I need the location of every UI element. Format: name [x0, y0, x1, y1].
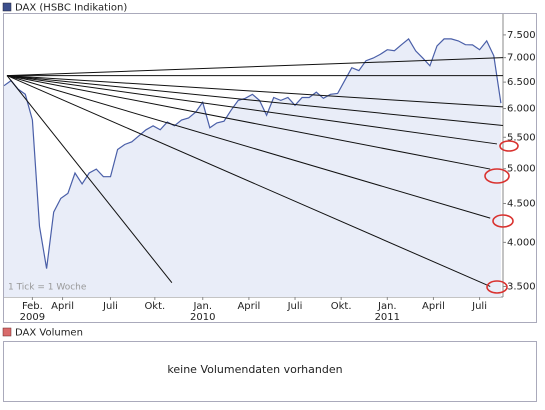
trendline [6, 75, 498, 145]
y-tick-label: 4.000 [507, 237, 536, 248]
volume-title: DAX Volumen [15, 328, 83, 339]
trendline [6, 75, 491, 287]
x-tick-label: Jan. [377, 301, 397, 312]
y-tick-label: 5.500 [507, 132, 536, 143]
trendline [6, 75, 504, 126]
y-tick-label: 6.000 [507, 104, 536, 115]
legend-label: DAX (HSBC Indikation) [15, 3, 127, 14]
trendline [6, 75, 491, 219]
y-tick-label: 4.500 [507, 199, 536, 210]
trendline [6, 75, 491, 170]
year-label: 2009 [20, 312, 45, 323]
volume-frame [3, 341, 537, 402]
x-tick-label: Juli [287, 301, 303, 312]
note: 1 Tick = 1 Woche [8, 283, 87, 293]
x-tick-label: April [51, 301, 74, 312]
x-tick-label: Juli [102, 301, 118, 312]
trendline [6, 75, 504, 108]
red-circle [484, 168, 510, 184]
x-tick-label: April [237, 301, 260, 312]
volume-message: keine Volumendaten vorhanden [167, 363, 342, 376]
trendline [6, 75, 173, 284]
x-tick-label: April [422, 301, 445, 312]
year-label: 2011 [375, 312, 400, 323]
area [4, 38, 501, 298]
annotation-circles [484, 140, 519, 294]
plot-area: 3.500 4.000 4.500 5.000 5.500 6.000 6.500 7.000… [3, 14, 536, 323]
chart-frame [3, 13, 537, 323]
y-tick-label: 7.000 [507, 53, 536, 64]
red-circle [499, 140, 519, 152]
red-circle [492, 214, 514, 228]
x-tick-label: Feb. [22, 301, 43, 312]
y-tick-label: 7.500 [507, 30, 536, 41]
y-tick-label: 6.500 [507, 77, 536, 88]
x-tick-label: Okt. [144, 301, 165, 312]
y-tick-label: 5.000 [507, 164, 536, 175]
volume-swatch [2, 327, 12, 337]
year-label: 2010 [190, 312, 215, 323]
legend-swatch [2, 2, 12, 12]
red-circle [486, 280, 508, 294]
x-tick-label: Okt. [331, 301, 352, 312]
y-tick-label: 3.500 [507, 281, 536, 292]
x-tick-label: Juli [471, 301, 487, 312]
x-tick-label: Jan. [192, 301, 212, 312]
trendline [6, 57, 504, 77]
